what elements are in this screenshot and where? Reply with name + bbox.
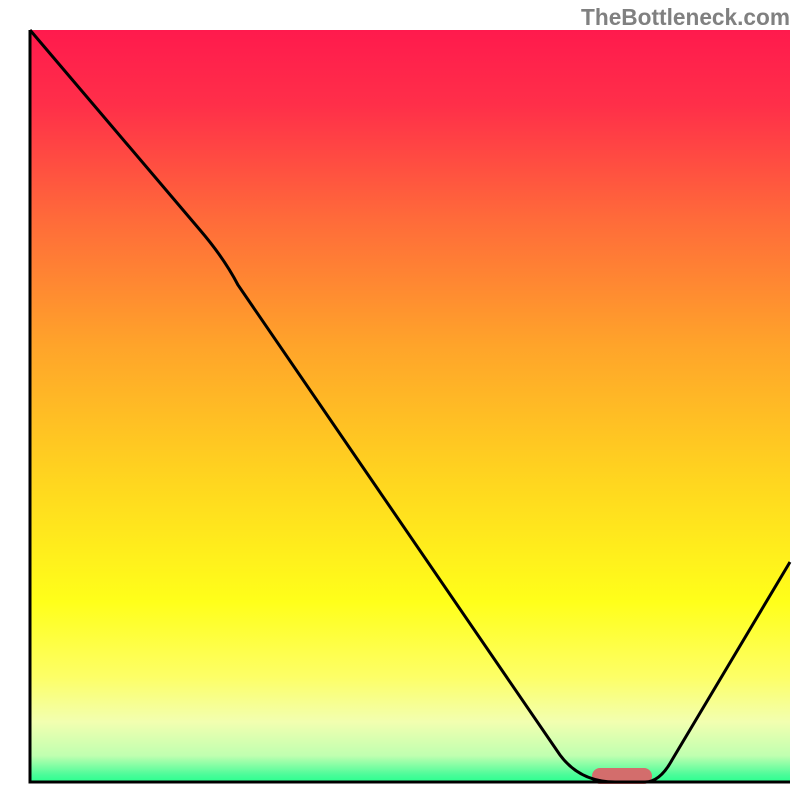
chart-svg — [0, 0, 800, 800]
gradient-plot-area — [30, 30, 790, 782]
bottleneck-chart: TheBottleneck.com — [0, 0, 800, 800]
watermark-text: TheBottleneck.com — [581, 4, 790, 31]
